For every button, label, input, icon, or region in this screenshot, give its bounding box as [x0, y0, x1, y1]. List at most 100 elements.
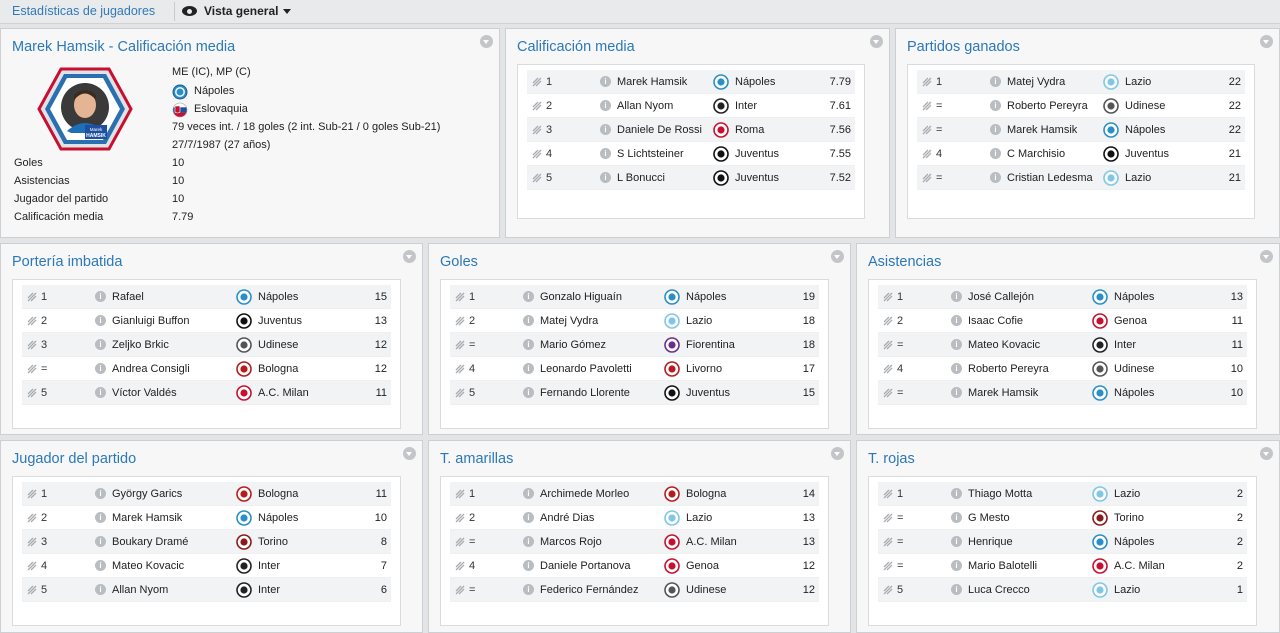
player-name[interactable]: Matej Vydra	[540, 315, 599, 327]
compare-icon[interactable]	[455, 316, 465, 326]
player-name[interactable]: Marcos Rojo	[540, 536, 602, 548]
juventus-badge-icon[interactable]	[236, 313, 252, 329]
slovakia-flag-icon[interactable]	[172, 102, 188, 118]
info-icon[interactable]: i	[600, 76, 611, 87]
torino-badge-icon[interactable]	[236, 534, 252, 550]
ranking-row[interactable]: 2 i André Dias Lazio 13	[450, 506, 819, 530]
ranking-row[interactable]: 2 i Isaac Cofie Genoa 11	[878, 309, 1247, 333]
compare-icon[interactable]	[883, 316, 893, 326]
compare-icon[interactable]	[455, 561, 465, 571]
udinese-badge-icon[interactable]	[1103, 98, 1119, 114]
lazio-badge-icon[interactable]	[664, 510, 680, 526]
compare-icon[interactable]	[27, 292, 37, 302]
lazio-badge-icon[interactable]	[1092, 486, 1108, 502]
compare-icon[interactable]	[922, 101, 932, 111]
info-icon[interactable]: i	[600, 148, 611, 159]
compare-icon[interactable]	[455, 340, 465, 350]
ranking-row[interactable]: 2 i Matej Vydra Lazio 18	[450, 309, 819, 333]
player-name[interactable]: Federico Fernández	[540, 584, 639, 596]
club-name[interactable]: Lazio	[1125, 76, 1152, 88]
livorno-badge-icon[interactable]	[664, 361, 680, 377]
player-name[interactable]: Mario Gómez	[540, 339, 607, 351]
player-name[interactable]: S Lichtsteiner	[617, 148, 684, 160]
player-name[interactable]: Matej Vydra	[1007, 76, 1066, 88]
bologna-badge-icon[interactable]	[236, 361, 252, 377]
ranking-row[interactable]: 3 i Boukary Dramé Torino 8	[22, 530, 391, 554]
player-name[interactable]: Roberto Pereyra	[968, 363, 1049, 375]
club-name[interactable]: Genoa	[686, 560, 720, 572]
view-selector[interactable]: Vista general	[182, 4, 292, 18]
club-name[interactable]: A.C. Milan	[258, 387, 309, 399]
player-name[interactable]: C Marchisio	[1007, 148, 1066, 160]
info-icon[interactable]: i	[951, 387, 962, 398]
club-name[interactable]: Lazio	[1125, 172, 1152, 184]
ranking-row[interactable]: = i Marek Hamsik Nápoles 22	[917, 118, 1245, 142]
player-name[interactable]: Thiago Motta	[968, 488, 1033, 500]
ranking-row[interactable]: = i Cristian Ledesma Lazio 21	[917, 166, 1245, 190]
ranking-row[interactable]: 2 i Allan Nyom Inter 7.61	[527, 94, 855, 118]
panel-title[interactable]: Goles	[440, 254, 478, 270]
compare-icon[interactable]	[532, 149, 542, 159]
acmilan-badge-icon[interactable]	[236, 385, 252, 401]
info-icon[interactable]: i	[95, 387, 106, 398]
player-name[interactable]: Marek Hamsik	[617, 76, 688, 88]
ranking-row[interactable]: 5 i Luca Crecco Lazio 1	[878, 578, 1247, 602]
club-name[interactable]: Juventus	[1125, 148, 1170, 160]
club-name[interactable]: Nápoles	[258, 512, 299, 524]
compare-icon[interactable]	[532, 125, 542, 135]
compare-icon[interactable]	[922, 125, 932, 135]
udinese-badge-icon[interactable]	[236, 337, 252, 353]
player-name[interactable]: José Callejón	[968, 291, 1035, 303]
club-name[interactable]: Lazio	[686, 315, 713, 327]
ranking-row[interactable]: 4 i S Lichtsteiner Juventus 7.55	[527, 142, 855, 166]
club-name[interactable]: Roma	[735, 124, 765, 136]
ranking-row[interactable]: = i Mario Gómez Fiorentina 18	[450, 333, 819, 357]
info-icon[interactable]: i	[95, 291, 106, 302]
player-name[interactable]: Boukary Dramé	[112, 536, 189, 548]
player-name[interactable]: Rafael	[112, 291, 144, 303]
compare-icon[interactable]	[883, 340, 893, 350]
juventus-badge-icon[interactable]	[664, 385, 680, 401]
panel-title[interactable]: Calificación media	[517, 39, 635, 55]
panel-title[interactable]: T. amarillas	[440, 451, 514, 467]
club-name[interactable]: Lazio	[686, 512, 713, 524]
lazio-badge-icon[interactable]	[664, 313, 680, 329]
info-icon[interactable]: i	[95, 315, 106, 326]
compare-icon[interactable]	[532, 101, 542, 111]
compare-icon[interactable]	[532, 173, 542, 183]
compare-icon[interactable]	[883, 292, 893, 302]
lazio-badge-icon[interactable]	[1103, 74, 1119, 90]
compare-icon[interactable]	[922, 77, 932, 87]
ranking-row[interactable]: = i Federico Fernández Udinese 12	[450, 578, 819, 602]
napoles-badge-icon[interactable]	[1092, 289, 1108, 305]
compare-icon[interactable]	[455, 537, 465, 547]
ranking-row[interactable]: 4 i Mateo Kovacic Inter 7	[22, 554, 391, 578]
compare-icon[interactable]	[922, 173, 932, 183]
club-name[interactable]: Udinese	[1114, 363, 1155, 375]
napoles-badge-icon[interactable]	[1092, 385, 1108, 401]
player-name[interactable]: Henrique	[968, 536, 1013, 548]
panel-menu-icon[interactable]	[831, 447, 844, 460]
breadcrumb[interactable]: Estadísticas de jugadores	[12, 4, 156, 18]
club-name[interactable]: Bologna	[258, 488, 299, 500]
bologna-badge-icon[interactable]	[664, 486, 680, 502]
napoles-badge-icon[interactable]	[236, 289, 252, 305]
fiorentina-badge-icon[interactable]	[664, 337, 680, 353]
info-icon[interactable]: i	[990, 172, 1001, 183]
player-name[interactable]: Fernando Llorente	[540, 387, 630, 399]
club-name[interactable]: Juventus	[735, 148, 780, 160]
compare-icon[interactable]	[27, 364, 37, 374]
player-name[interactable]: Mateo Kovacic	[112, 560, 185, 572]
ranking-row[interactable]: 1 i Matej Vydra Lazio 22	[917, 70, 1245, 94]
player-name[interactable]: Daniele Portanova	[540, 560, 631, 572]
compare-icon[interactable]	[27, 513, 37, 523]
compare-icon[interactable]	[883, 513, 893, 523]
info-icon[interactable]: i	[990, 124, 1001, 135]
ranking-row[interactable]: 4 i Leonardo Pavoletti Livorno 17	[450, 357, 819, 381]
panel-menu-icon[interactable]	[1260, 35, 1273, 48]
info-icon[interactable]: i	[951, 291, 962, 302]
compare-icon[interactable]	[27, 537, 37, 547]
club-name[interactable]: Lazio	[1114, 584, 1141, 596]
panel-menu-icon[interactable]	[831, 250, 844, 263]
player-name[interactable]: L Bonucci	[617, 172, 665, 184]
